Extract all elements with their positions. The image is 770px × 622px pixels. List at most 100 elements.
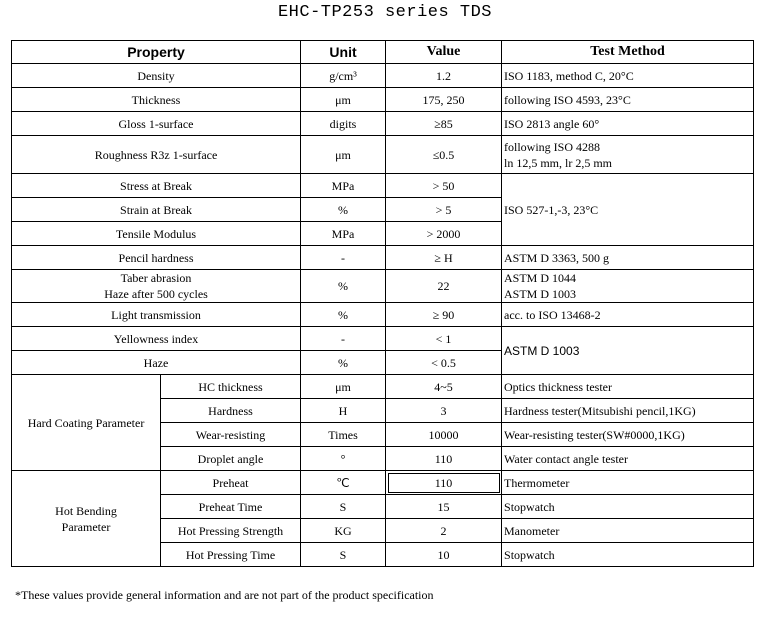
table-row: Density g/cm³ 1.2 ISO 1183, method C, 20… (10, 63, 755, 88)
property-cell: Haze (10, 350, 302, 375)
group-cell-hot-bending: Hot Bending Parameter (11, 470, 161, 567)
unit-cell: MPa (300, 173, 387, 198)
table-row: Pencil hardness - ≥ H ASTM D 3363, 500 g (10, 245, 755, 270)
table-row: Haze % < 0.5 (10, 350, 754, 375)
unit-cell: g/cm³ (300, 63, 387, 88)
value-cell: ≥ 90 (385, 302, 503, 327)
header-test-method: Test Method (501, 40, 755, 64)
method-cell: Wear-resisting tester(SW#0000,1KG) (501, 422, 755, 447)
property-cell: Tensile Modulus (10, 221, 302, 246)
group-line: Parameter (61, 519, 111, 534)
method-line: ln 12,5 mm, lr 2,5 mm (504, 155, 613, 170)
header-value: Value (385, 40, 503, 64)
value-cell: 4~5 (385, 374, 503, 399)
property-cell: Gloss 1-surface (10, 111, 302, 136)
unit-cell: % (300, 269, 387, 303)
footnote: *These values provide general informatio… (15, 588, 434, 602)
unit-cell: % (300, 302, 387, 327)
property-cell: Roughness R3z 1-surface (10, 135, 302, 174)
value-cell: 175, 250 (385, 87, 503, 112)
property-cell: Light transmission (10, 302, 302, 327)
unit-cell: - (300, 326, 387, 351)
method-cell: ASTM D 1003 (501, 326, 755, 375)
value-cell: < 1 (385, 326, 503, 351)
header-unit: Unit (300, 40, 387, 64)
method-cell: ASTM D 1044 ASTM D 1003 (501, 269, 755, 303)
property-cell: Pencil hardness (10, 245, 302, 270)
table-row: Thickness μm 175, 250 following ISO 4593… (10, 87, 755, 112)
sub-property-cell: Hardness (159, 398, 302, 423)
method-cell: ISO 2813 angle 60° (501, 111, 755, 136)
group-cell-hard-coating: Hard Coating Parameter (11, 374, 161, 471)
sub-property-cell: Preheat (159, 470, 302, 495)
method-cell: Thermometer (501, 470, 755, 495)
table-row: Hardness H 3 Hardness tester(Mitsubishi … (12, 398, 755, 423)
unit-cell: H (300, 398, 387, 423)
method-line: ASTM D 1044 (504, 271, 577, 285)
table-row: Roughness R3z 1-surface μm ≤0.5 followin… (10, 135, 755, 174)
method-cell: following ISO 4288 ln 12,5 mm, lr 2,5 mm (501, 135, 755, 174)
value-cell: 10000 (385, 422, 503, 447)
group-line: Hot Bending (55, 503, 117, 518)
value-cell: 1.2 (385, 63, 503, 88)
value-cell: 15 (385, 494, 503, 519)
table-row: Light transmission % ≥ 90 acc. to ISO 13… (10, 302, 755, 327)
unit-cell: MPa (300, 221, 387, 246)
sub-property-cell: Preheat Time (159, 494, 302, 519)
method-line: following ISO 4288 (504, 139, 601, 154)
method-cell: Stopwatch (501, 542, 755, 567)
value-cell-selected[interactable]: 110 (385, 470, 503, 495)
value-cell: 10 (385, 542, 503, 567)
table-row: Yellowness index - < 1 ASTM D 1003 (10, 326, 755, 375)
table-row: Wear-resisting Times 10000 Wear-resistin… (12, 422, 755, 447)
property-cell: Thickness (10, 87, 302, 112)
value-cell: > 2000 (385, 221, 503, 246)
unit-cell: - (300, 245, 387, 270)
table-row: Hard Coating Parameter HC thickness μm 4… (11, 374, 755, 471)
value-cell: < 0.5 (385, 350, 503, 375)
method-cell: ISO 1183, method C, 20°C (501, 63, 755, 88)
table-row: Hot Bending Parameter Preheat ℃ 110 Ther… (11, 470, 755, 567)
table-row: Hot Pressing Strength KG 2 Manometer (12, 518, 755, 543)
property-cell: Taber abrasion Haze after 500 cycles (10, 269, 302, 303)
value-cell: 22 (385, 269, 503, 303)
sub-property-cell: Hot Pressing Strength (159, 518, 302, 543)
value-cell: ≥85 (385, 111, 503, 136)
method-cell: ASTM D 3363, 500 g (501, 245, 755, 270)
property-cell: Strain at Break (10, 197, 302, 222)
table-row: Droplet angle ° 110 Water contact angle … (12, 446, 755, 471)
unit-cell: % (300, 197, 387, 222)
value-cell: > 50 (385, 173, 503, 198)
table-row: Stress at Break MPa > 50 ISO 527-1,-3, 2… (10, 173, 755, 246)
unit-cell: % (300, 350, 387, 375)
table-row: Hot Pressing Time S 10 Stopwatch (12, 542, 755, 567)
tds-table: Property Unit Value Test Method Density … (10, 40, 755, 567)
sub-property-cell: Wear-resisting (159, 422, 302, 447)
unit-cell: Times (300, 422, 387, 447)
unit-cell: ° (300, 446, 387, 471)
value-cell: 110 (385, 446, 503, 471)
method-cell: Optics thickness tester (501, 374, 755, 399)
property-cell: Stress at Break (10, 173, 302, 198)
sub-property-cell: Hot Pressing Time (159, 542, 302, 567)
property-line: Taber abrasion (120, 271, 192, 285)
method-cell: following ISO 4593, 23°C (501, 87, 755, 112)
method-cell: Manometer (501, 518, 755, 543)
property-cell: Density (10, 63, 302, 88)
document-title: EHC-TP253 series TDS (277, 3, 493, 22)
method-cell: Hardness tester(Mitsubishi pencil,1KG) (501, 398, 755, 423)
unit-cell: μm (300, 87, 387, 112)
property-cell: Yellowness index (10, 326, 302, 351)
method-line: ASTM D 1003 (504, 287, 577, 301)
unit-cell: ℃ (300, 470, 387, 495)
method-cell: ISO 527-1,-3, 23°C (501, 173, 755, 246)
method-cell: Water contact angle tester (501, 446, 755, 471)
unit-cell: S (300, 542, 387, 567)
value-cell: ≥ H (385, 245, 503, 270)
value-cell: 2 (385, 518, 503, 543)
table-row: Strain at Break % > 5 (10, 197, 754, 222)
unit-cell: KG (300, 518, 387, 543)
value-cell: ≤0.5 (385, 135, 503, 174)
table-row: Taber abrasion Haze after 500 cycles % 2… (10, 269, 755, 303)
unit-cell: digits (300, 111, 387, 136)
